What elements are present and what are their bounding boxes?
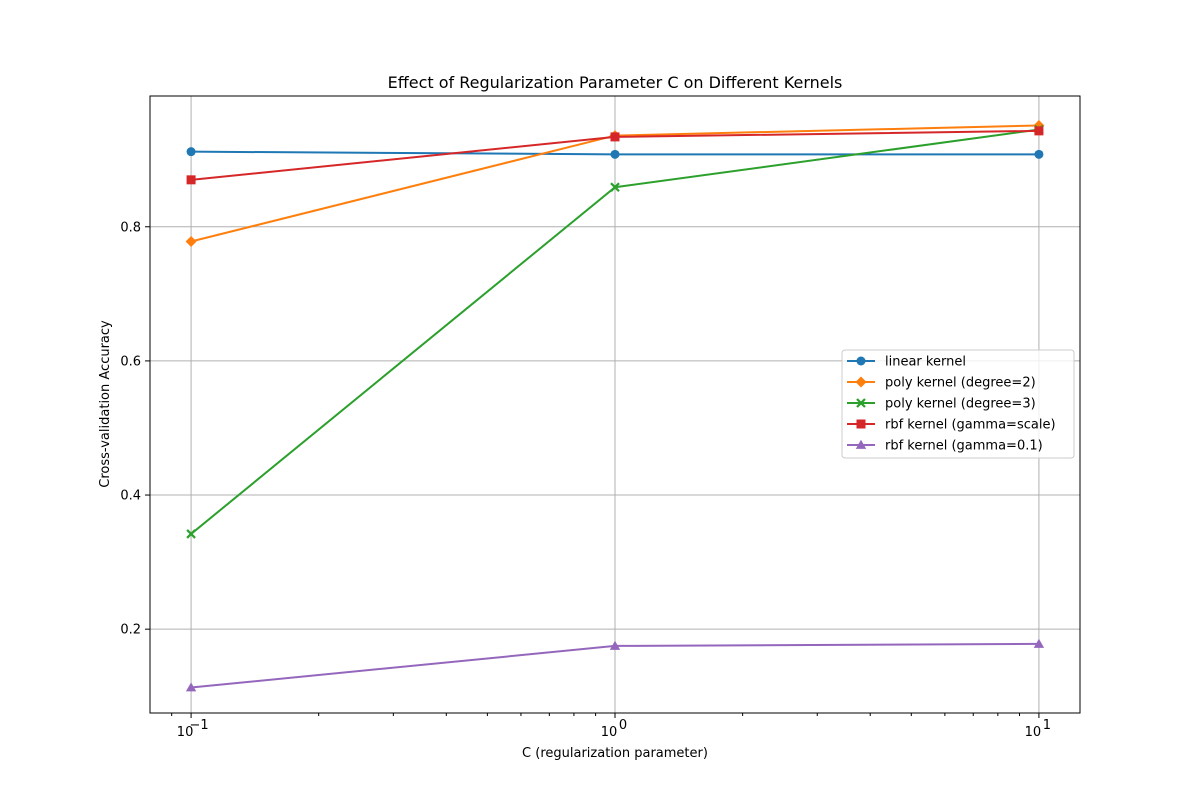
data-point [185, 682, 197, 692]
x-tick-label: 10 [1025, 725, 1042, 740]
legend-entry: poly kernel (degree=2) [847, 376, 1036, 391]
x-tick-label-exponent: 1 [1043, 718, 1051, 733]
legend-entry: linear kernel [847, 355, 966, 370]
x-tick-label-exponent: −1 [189, 718, 208, 733]
series-group [186, 147, 1044, 159]
legend-marker [856, 356, 866, 366]
y-tick-label: 0.2 [120, 623, 141, 638]
legend-entry: rbf kernel (gamma=0.1) [847, 439, 1043, 454]
data-point [610, 182, 620, 193]
data-point [185, 236, 197, 248]
data-point [1034, 149, 1044, 159]
legend-entry: poly kernel (degree=3) [847, 397, 1036, 412]
y-tick-label: 0.6 [120, 354, 141, 369]
legend-entry: rbf kernel (gamma=scale) [847, 418, 1056, 433]
series-layer [185, 120, 1045, 692]
legend-marker [855, 439, 867, 449]
x-tick-label: 10 [601, 725, 618, 740]
x-tick-label: 10 [177, 725, 194, 740]
x-tick-label-exponent: 0 [619, 718, 627, 733]
legend-label: rbf kernel (gamma=scale) [885, 418, 1056, 433]
legend-frame [841, 349, 1075, 459]
x-axis-label: C (regularization parameter) [522, 746, 708, 761]
tick-layer: 10−1 10 0 10 10.20.40.60.8 [120, 220, 1051, 740]
legend-label: linear kernel [885, 355, 966, 370]
y-tick-label: 0.8 [120, 220, 141, 235]
data-point [610, 132, 620, 142]
legend-label: poly kernel (degree=2) [885, 376, 1036, 391]
data-point [609, 640, 621, 650]
legend-marker [855, 376, 867, 388]
data-point [610, 149, 620, 159]
series-group [186, 126, 1044, 185]
y-axis-label: Cross-validation Accuracy [98, 320, 113, 488]
chart-title: Effect of Regularization Parameter C on … [388, 73, 843, 92]
series-group [185, 638, 1045, 692]
y-tick-label: 0.4 [120, 489, 141, 504]
legend: linear kernel poly kernel (degree=2) poly … [841, 349, 1075, 459]
grid-layer [150, 96, 1080, 713]
legend-marker [856, 419, 866, 429]
data-point [186, 147, 196, 157]
data-point [186, 529, 196, 539]
legend-label: rbf kernel (gamma=0.1) [885, 439, 1043, 454]
data-point [1033, 638, 1045, 648]
legend-label: poly kernel (degree=3) [885, 397, 1036, 412]
legend-marker [856, 398, 866, 408]
data-point [1034, 126, 1044, 136]
data-point [186, 175, 196, 185]
